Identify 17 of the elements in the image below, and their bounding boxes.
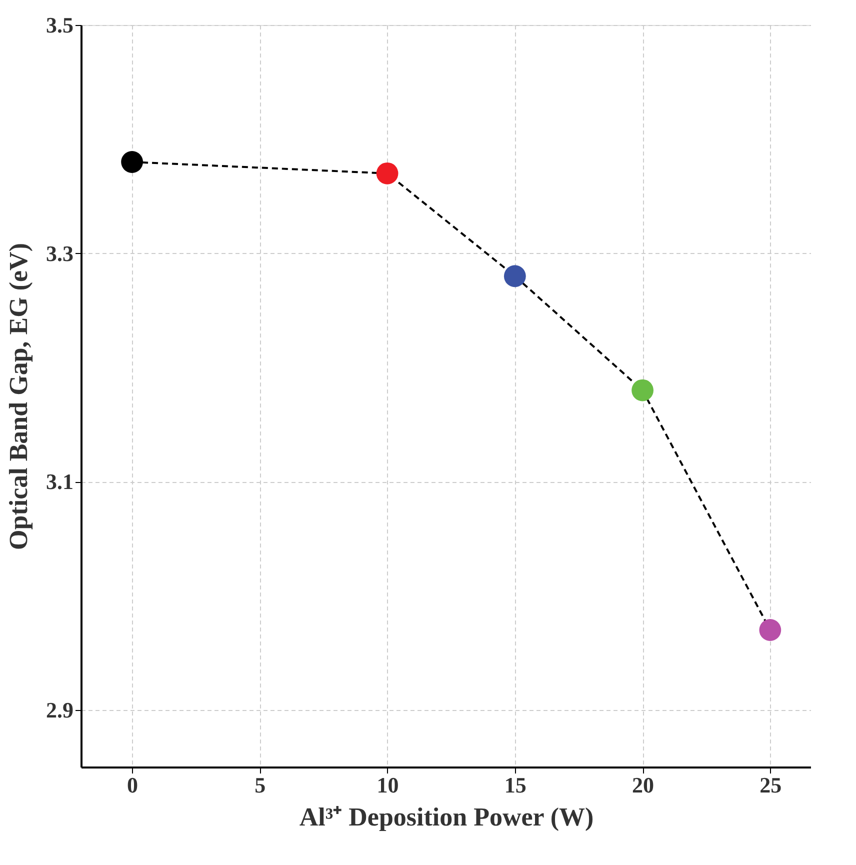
y-tick-label: 3.1 xyxy=(46,469,74,494)
point xyxy=(376,162,398,184)
point xyxy=(121,151,144,173)
x-tick-label: 15 xyxy=(504,772,526,798)
x-tick-label: 25 xyxy=(760,772,782,798)
y-tick-label: 3.5 xyxy=(46,12,74,38)
point xyxy=(759,619,782,641)
x-tick-label: 5 xyxy=(254,772,266,798)
y-tick-label: 2.9 xyxy=(46,697,74,722)
x-tick-label: 20 xyxy=(632,772,654,798)
y-axis-title: Optical Band Gap, EG (eV) xyxy=(4,243,33,550)
x-tick-label: 10 xyxy=(376,772,399,798)
point xyxy=(632,379,654,402)
x-tick-label: 0 xyxy=(127,772,138,798)
point xyxy=(504,265,526,288)
y-tick-label: 3.3 xyxy=(46,240,74,266)
x-axis-title: Al³⁺ Deposition Power (W) xyxy=(299,802,594,832)
